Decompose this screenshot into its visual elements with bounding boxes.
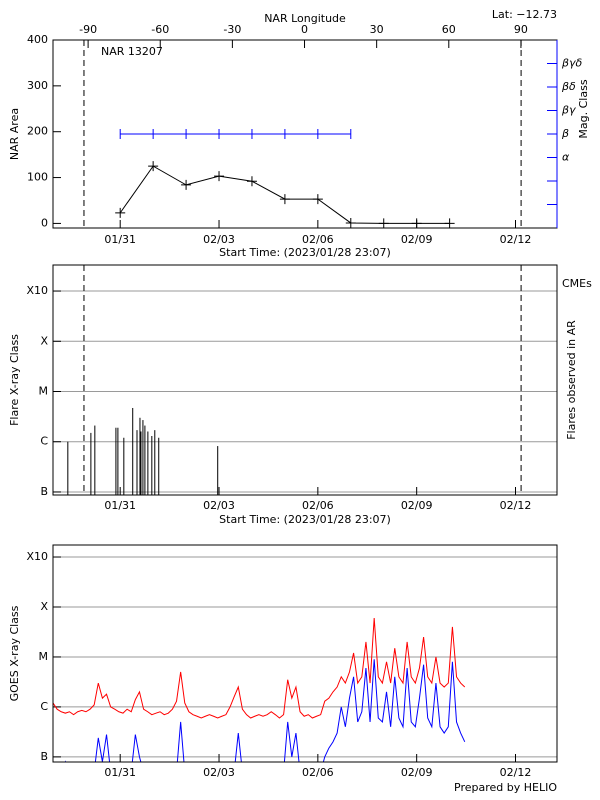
x-tick-label: 02/03 [203, 766, 235, 779]
x-axis-label: Start Time: (2023/01/28 23:07) [219, 246, 391, 259]
marker [345, 217, 356, 228]
x-tick-label: 01/31 [104, 766, 136, 779]
y-axis-label: NAR Area [8, 108, 21, 160]
x-tick-label: 02/06 [302, 766, 334, 779]
x-tick-label: 02/03 [203, 499, 235, 512]
y2-axis-label: Mag. Class [577, 79, 590, 138]
x-axis-label: Start Time: (2023/01/28 23:07) [219, 513, 391, 526]
x-tick-label: 02/12 [500, 766, 532, 779]
annotation: Lat: −12.73 [492, 8, 557, 21]
x-tick-label: 02/03 [203, 233, 235, 246]
x-tick-label: 02/12 [500, 499, 532, 512]
marker [246, 176, 257, 187]
marker [411, 218, 422, 229]
panel-title: NAR 13207 [101, 45, 163, 58]
marker [312, 194, 323, 205]
y-tick-label: 0 [41, 216, 48, 229]
y-tick-label: C [40, 435, 48, 448]
marker [444, 218, 455, 229]
y2-axis-label: Flares observed in AR [565, 320, 578, 440]
y2-tick-label: βγδ [561, 57, 583, 70]
x-tick-label: 01/31 [104, 233, 136, 246]
y-tick-label: X10 [26, 284, 48, 297]
y2-tick-label: βδ [561, 80, 576, 93]
marker [214, 171, 225, 182]
marker [148, 161, 159, 172]
y-tick-label: X [40, 600, 48, 613]
y-tick-label: 300 [27, 79, 48, 92]
y-tick-label: B [40, 485, 48, 498]
x-tick-label: 02/09 [401, 499, 433, 512]
x2-tick-label: 0 [301, 23, 308, 36]
y-axis-label: GOES X-ray Class [8, 605, 21, 701]
y-axis-label: Flare X-ray Class [8, 334, 21, 426]
x2-tick-label: 60 [442, 23, 456, 36]
y-tick-label: X [40, 334, 48, 347]
marker [279, 194, 290, 205]
plot-frame [52, 544, 558, 763]
x-tick-label: 02/12 [500, 233, 532, 246]
y-tick-label: C [40, 700, 48, 713]
marker [378, 218, 389, 229]
x-tick-label: 02/09 [401, 233, 433, 246]
x-tick-label: 01/31 [104, 499, 136, 512]
series-line [53, 618, 466, 719]
x2-tick-label: 30 [370, 23, 384, 36]
y2-tick-label: α [562, 151, 570, 164]
y2-tick-label: βγ [561, 104, 576, 117]
x-tick-label: 02/06 [302, 499, 334, 512]
y-tick-label: X10 [26, 550, 48, 563]
footer: Prepared by HELIO [454, 781, 557, 794]
x2-tick-label: -90 [79, 23, 97, 36]
x-tick-label: 02/09 [401, 766, 433, 779]
y-tick-label: 400 [27, 33, 48, 46]
x2-tick-label: -60 [151, 23, 169, 36]
y-tick-label: 100 [27, 171, 48, 184]
y-tick-label: B [40, 750, 48, 763]
y-tick-label: M [39, 650, 49, 663]
x2-tick-label: -30 [223, 23, 241, 36]
y2-tick-label: β [561, 127, 569, 140]
annotation: CMEs [562, 277, 592, 290]
y-tick-label: 200 [27, 125, 48, 138]
x-tick-label: 02/06 [302, 233, 334, 246]
marker [115, 207, 126, 218]
x2-axis-label: NAR Longitude [264, 12, 346, 25]
series-line [64, 659, 466, 762]
marker [181, 179, 192, 190]
y-tick-label: M [39, 385, 49, 398]
x2-tick-label: 90 [514, 23, 528, 36]
plot-frame [52, 264, 558, 496]
